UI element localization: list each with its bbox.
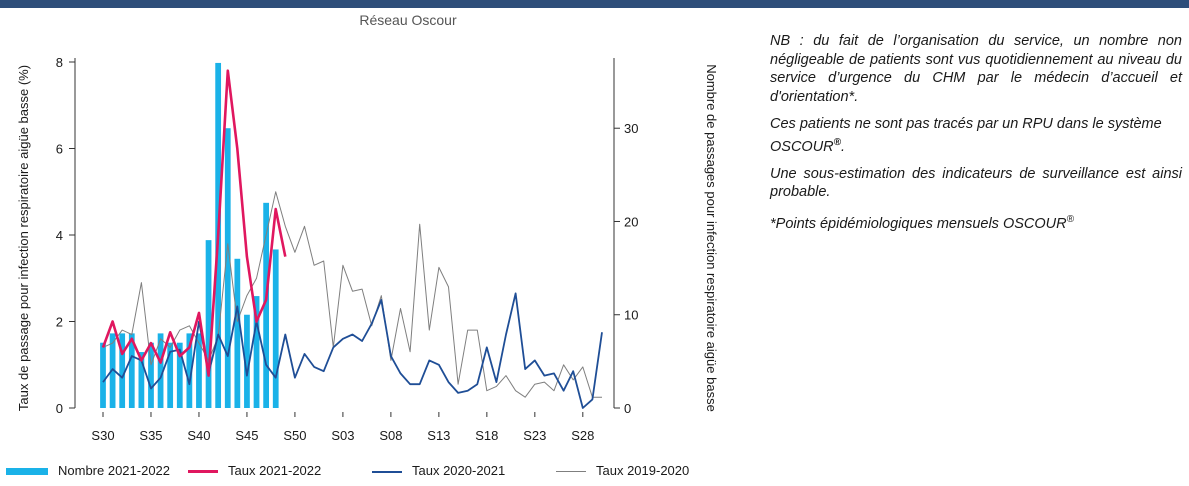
bar — [109, 333, 116, 408]
legend-line-swatch — [188, 470, 218, 474]
registered-mark-2: ® — [1066, 213, 1074, 225]
legend-line-swatch — [556, 471, 586, 473]
y-tick-label: 8 — [56, 55, 63, 70]
legend-nombre-2021-2022: Nombre 2021-2022 — [6, 463, 170, 478]
bar — [128, 333, 135, 408]
legend-label: Taux 2019-2020 — [596, 463, 690, 478]
x-tick-label: S30 — [91, 428, 114, 443]
legend-bar-swatch — [6, 468, 48, 476]
note-p4-text: *Points épidémiologiques mensuels OSCOUR — [770, 215, 1067, 232]
chart-axes: 0 2 4 6 8 0 10 20 30 S30 S35 S40 S45 S50 S03 S08 S13 S18 S… — [56, 55, 639, 443]
x-tick-label: S28 — [571, 428, 594, 443]
y-tick-label: 0 — [56, 401, 63, 416]
legend-taux-2021-2022: Taux 2021-2022 — [188, 463, 321, 478]
note-paragraph-3: Une sous-estimation des indicateurs de s… — [770, 165, 1182, 201]
bar — [148, 342, 154, 408]
bar — [157, 333, 164, 408]
y-axis-label: Taux de passage pour infection respirato… — [16, 65, 31, 411]
line-taux-2021-2022 — [101, 69, 287, 377]
legend-label: Nombre 2021-2022 — [58, 463, 171, 478]
bar — [186, 333, 193, 408]
legend-taux-2020-2021: Taux 2020-2021 — [372, 463, 505, 478]
x-tick-label: S50 — [283, 428, 306, 443]
line-series — [101, 69, 603, 409]
registered-mark: ® — [833, 136, 842, 148]
y-tick-label: 4 — [56, 228, 63, 243]
line-taux-2020-2021 — [102, 292, 603, 409]
y2-tick-label: 10 — [624, 308, 638, 323]
bar-series — [100, 62, 279, 408]
y2-tick-label: 0 — [624, 401, 631, 416]
x-tick-label: S45 — [235, 428, 258, 443]
bar — [176, 342, 183, 408]
legend-label: Taux 2020-2021 — [412, 463, 506, 478]
line-taux-2019-2020 — [102, 191, 602, 398]
bar — [167, 342, 174, 408]
y-tick-label: 2 — [56, 315, 63, 330]
x-tick-label: S13 — [427, 428, 450, 443]
note-p2-end: . — [841, 138, 846, 155]
x-tick-label: S23 — [523, 428, 546, 443]
bar — [263, 202, 270, 408]
x-tick-label: S18 — [475, 428, 498, 443]
x-tick-label: S35 — [139, 428, 162, 443]
bar — [196, 333, 202, 408]
bar — [138, 352, 145, 408]
y-tick-label: 6 — [56, 142, 63, 157]
header-bar — [0, 0, 1189, 8]
note-paragraph-2: Ces patients ne sont pas tracés par un R… — [770, 115, 1182, 156]
y2-tick-label: 30 — [624, 121, 638, 136]
legend-label: Taux 2021-2022 — [228, 463, 322, 478]
bar — [253, 296, 260, 408]
x-tick-label: S03 — [331, 428, 354, 443]
bar — [244, 314, 250, 408]
bar — [272, 249, 279, 408]
y2-axis-label: Nombre de passages pour infection respir… — [704, 64, 719, 412]
note-paragraph-4: *Points épidémiologiques mensuels OSCOUR… — [770, 211, 1182, 233]
bar — [205, 240, 212, 408]
legend-taux-2019-2020: Taux 2019-2020 — [556, 463, 689, 478]
x-tick-label: S40 — [187, 428, 210, 443]
bar — [119, 333, 126, 408]
bar — [100, 342, 106, 408]
chart-title: Réseau Oscour — [359, 12, 457, 28]
x-tick-label: S08 — [379, 428, 402, 443]
bar — [224, 128, 231, 408]
legend-line-swatch — [372, 470, 402, 473]
y2-tick-label: 20 — [624, 214, 638, 229]
note-p2-text: Ces patients ne sont pas tracés par un R… — [770, 116, 1162, 155]
bar — [234, 258, 241, 408]
note-paragraph-1: NB : du fait de l’organisation du servic… — [770, 33, 1182, 105]
note-box: NB : du fait de l’organisation du servic… — [770, 32, 1182, 242]
